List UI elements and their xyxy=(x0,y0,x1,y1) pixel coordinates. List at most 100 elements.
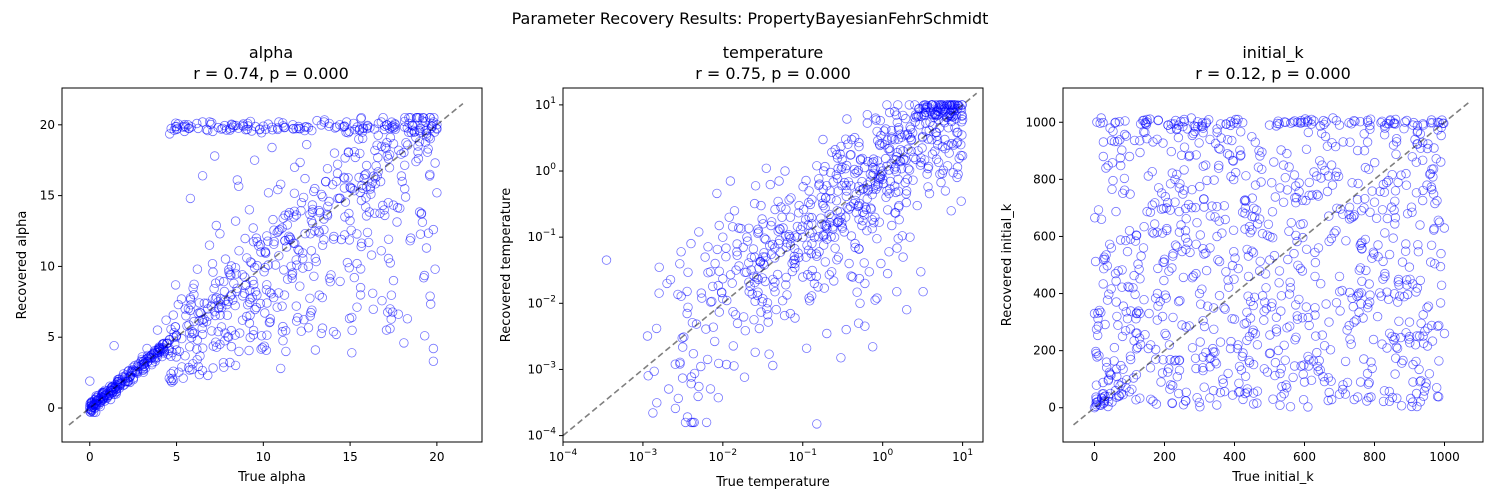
panel-initial-k-plot-area xyxy=(1062,87,1484,443)
scatter-point xyxy=(806,248,817,259)
scatter-point xyxy=(691,319,702,329)
scatter-point xyxy=(689,368,700,379)
scatter-point xyxy=(1245,296,1256,307)
scatter-point xyxy=(1191,239,1201,250)
scatter-point xyxy=(1275,368,1285,379)
scatter-point xyxy=(1158,257,1168,267)
scatter-point xyxy=(356,241,366,252)
scatter-point xyxy=(1123,281,1133,292)
scatter-point xyxy=(272,302,282,312)
scatter-point xyxy=(1368,247,1379,258)
scatter-point xyxy=(1378,274,1388,284)
scatter-point xyxy=(1106,135,1117,146)
panel-alpha-stats: r = 0.74, p = 0.000 xyxy=(193,64,349,83)
scatter-point xyxy=(1331,225,1341,236)
scatter-point xyxy=(1133,306,1144,316)
y-tick-label: 1000 xyxy=(1025,115,1056,129)
scatter-point xyxy=(867,223,877,234)
scatter-point xyxy=(1415,129,1426,139)
scatter-point xyxy=(1270,357,1281,368)
scatter-point xyxy=(359,170,370,180)
scatter-point xyxy=(687,318,698,328)
scatter-point xyxy=(1218,378,1229,388)
scatter-point xyxy=(789,251,800,261)
scatter-point xyxy=(866,204,876,214)
scatter-point xyxy=(790,231,800,241)
scatter-point xyxy=(317,323,328,333)
scatter-point xyxy=(1337,384,1348,395)
scatter-point xyxy=(1098,137,1109,147)
scatter-point xyxy=(1394,291,1405,301)
scatter-point xyxy=(807,291,817,301)
scatter-point xyxy=(1317,160,1327,170)
y-tick-label: 400 xyxy=(1033,287,1056,301)
scatter-point xyxy=(1212,127,1222,138)
scatter-point xyxy=(922,169,932,179)
scatter-point xyxy=(1390,353,1401,363)
scatter-point xyxy=(755,256,766,267)
scatter-point xyxy=(262,231,272,241)
scatter-point xyxy=(773,196,783,207)
scatter-point xyxy=(385,123,395,134)
scatter-point xyxy=(850,132,860,143)
scatter-point xyxy=(1419,386,1430,396)
scatter-point xyxy=(314,290,325,300)
scatter-point xyxy=(1356,299,1366,309)
scatter-point xyxy=(1329,228,1339,238)
scatter-point xyxy=(818,184,829,194)
scatter-point xyxy=(230,263,241,273)
scatter-point xyxy=(1241,171,1251,181)
scatter-point xyxy=(1346,213,1357,223)
scatter-point xyxy=(1189,121,1199,131)
scatter-point xyxy=(1111,276,1121,286)
scatter-point xyxy=(356,113,366,124)
scatter-point xyxy=(912,111,922,122)
scatter-point xyxy=(1214,160,1224,171)
scatter-point xyxy=(893,134,904,144)
scatter-point xyxy=(903,144,913,154)
scatter-point xyxy=(729,206,740,216)
scatter-point xyxy=(1219,201,1230,211)
scatter-point xyxy=(277,223,287,233)
scatter-point xyxy=(344,126,355,137)
scatter-point xyxy=(1198,352,1208,362)
scatter-point xyxy=(1376,117,1386,128)
scatter-point xyxy=(1286,217,1297,228)
scatter-point xyxy=(1426,182,1437,192)
scatter-point xyxy=(1122,246,1133,257)
scatter-point xyxy=(1174,365,1185,376)
scatter-point xyxy=(1363,303,1373,313)
scatter-point xyxy=(956,139,966,150)
y-tick-exponent: −1 xyxy=(543,228,556,238)
scatter-point xyxy=(295,124,305,134)
scatter-point xyxy=(342,257,353,268)
scatter-point xyxy=(1334,271,1345,282)
scatter-point xyxy=(809,232,820,243)
scatter-point xyxy=(1237,117,1248,128)
scatter-point xyxy=(1176,150,1187,161)
scatter-point xyxy=(702,354,713,365)
scatter-point xyxy=(405,112,416,123)
scatter-point xyxy=(664,384,674,394)
scatter-point xyxy=(1301,195,1311,206)
scatter-point xyxy=(425,291,435,301)
scatter-point xyxy=(291,316,302,326)
scatter-point xyxy=(837,154,847,165)
scatter-point xyxy=(677,373,688,383)
scatter-point xyxy=(1431,383,1442,393)
scatter-point xyxy=(874,217,885,227)
scatter-point xyxy=(819,283,830,293)
scatter-point xyxy=(231,269,241,279)
scatter-point xyxy=(1165,384,1175,394)
scatter-point xyxy=(1268,394,1278,404)
scatter-point xyxy=(1188,271,1199,281)
scatter-point xyxy=(319,235,329,245)
scatter-point xyxy=(1379,386,1390,396)
scatter-point xyxy=(1101,250,1111,260)
scatter-point xyxy=(343,173,353,183)
scatter-point xyxy=(1324,236,1334,247)
scatter-point xyxy=(252,290,262,300)
scatter-point xyxy=(1252,398,1262,408)
scatter-point xyxy=(953,137,963,147)
scatter-point xyxy=(1096,113,1106,123)
